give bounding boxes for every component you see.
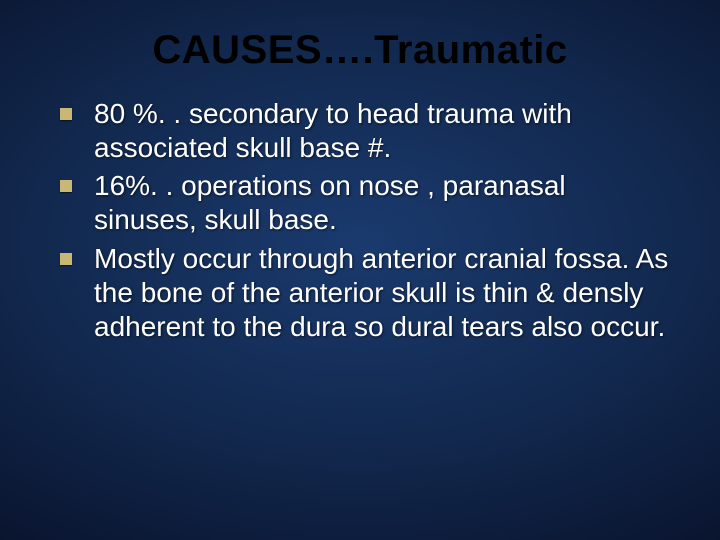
- bullet-marker-icon: [60, 253, 72, 265]
- slide-title: CAUSES….Traumatic: [0, 0, 720, 97]
- bullet-text: 80 %. . secondary to head trauma with as…: [94, 98, 572, 163]
- bullet-marker-icon: [60, 180, 72, 192]
- slide-body: 80 %. . secondary to head trauma with as…: [0, 97, 720, 344]
- bullet-marker-icon: [60, 108, 72, 120]
- bullet-text: Mostly occur through anterior cranial fo…: [94, 243, 668, 342]
- list-item: 16%. . operations on nose , paranasal si…: [60, 169, 670, 237]
- list-item: 80 %. . secondary to head trauma with as…: [60, 97, 670, 165]
- bullet-list: 80 %. . secondary to head trauma with as…: [60, 97, 670, 344]
- bullet-text: 16%. . operations on nose , paranasal si…: [94, 170, 566, 235]
- slide: CAUSES….Traumatic 80 %. . secondary to h…: [0, 0, 720, 540]
- list-item: Mostly occur through anterior cranial fo…: [60, 242, 670, 344]
